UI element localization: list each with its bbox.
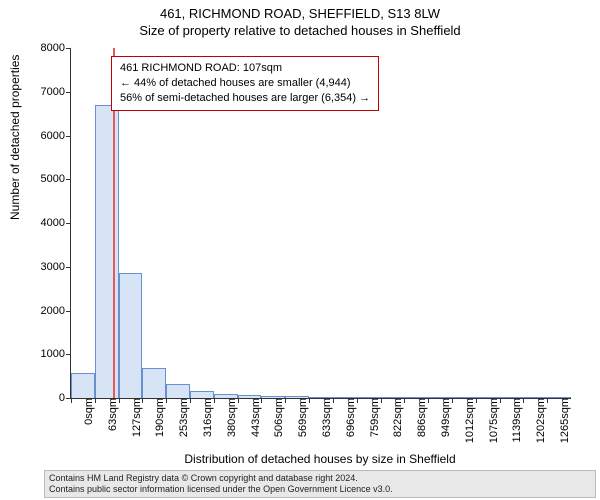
y-tick-mark (66, 223, 71, 224)
y-tick-label: 2000 (25, 305, 71, 317)
footer-line1: Contains HM Land Registry data © Crown c… (49, 473, 591, 484)
y-tick-label: 1000 (25, 348, 71, 360)
info-box-line3: 56% of semi-detached houses are larger (… (120, 91, 370, 106)
x-tick-label: 127sqm (127, 398, 143, 437)
x-tick-label: 886sqm (412, 398, 428, 437)
y-tick-mark (66, 48, 71, 49)
y-tick-label: 8000 (25, 42, 71, 54)
x-tick-label: 1139sqm (507, 398, 523, 442)
x-tick-mark (95, 398, 96, 403)
x-tick-label: 822sqm (388, 398, 404, 437)
x-tick-mark (381, 398, 382, 403)
chart-container: 461, RICHMOND ROAD, SHEFFIELD, S13 8LW S… (0, 0, 600, 500)
x-tick-label: 253sqm (174, 398, 190, 437)
y-tick-label: 5000 (25, 173, 71, 185)
histogram-bar (142, 368, 166, 398)
x-tick-label: 506sqm (269, 398, 285, 437)
y-tick-label: 0 (25, 392, 71, 404)
x-tick-mark (523, 398, 524, 403)
y-tick-label: 6000 (25, 130, 71, 142)
x-tick-label: 633sqm (317, 398, 333, 437)
x-tick-mark (333, 398, 334, 403)
x-tick-label: 380sqm (222, 398, 238, 437)
x-axis-label: Distribution of detached houses by size … (70, 452, 570, 466)
y-tick-label: 4000 (25, 217, 71, 229)
plot-area: 0100020003000400050006000700080000sqm63s… (70, 48, 571, 399)
chart-title-subtitle: Size of property relative to detached ho… (0, 21, 600, 38)
x-tick-mark (404, 398, 405, 403)
x-tick-mark (166, 398, 167, 403)
x-tick-mark (500, 398, 501, 403)
y-tick-mark (66, 136, 71, 137)
x-tick-mark (214, 398, 215, 403)
histogram-bar (119, 273, 143, 398)
x-tick-mark (452, 398, 453, 403)
chart-title-address: 461, RICHMOND ROAD, SHEFFIELD, S13 8LW (0, 0, 600, 21)
x-tick-label: 1202sqm (531, 398, 547, 443)
x-tick-label: 569sqm (293, 398, 309, 437)
x-tick-mark (309, 398, 310, 403)
x-tick-label: 1265sqm (555, 398, 571, 443)
x-tick-label: 759sqm (365, 398, 381, 437)
x-tick-mark (261, 398, 262, 403)
info-box-line2: ← 44% of detached houses are smaller (4,… (120, 76, 370, 91)
y-tick-mark (66, 179, 71, 180)
x-tick-mark (357, 398, 358, 403)
histogram-bar (190, 391, 214, 398)
x-tick-mark (142, 398, 143, 403)
x-tick-mark (476, 398, 477, 403)
attribution-footer: Contains HM Land Registry data © Crown c… (44, 470, 596, 499)
y-tick-label: 3000 (25, 261, 71, 273)
x-tick-label: 190sqm (150, 398, 166, 437)
y-tick-mark (66, 311, 71, 312)
x-tick-label: 316sqm (198, 398, 214, 437)
x-tick-mark (547, 398, 548, 403)
info-box-line1: 461 RICHMOND ROAD: 107sqm (120, 61, 370, 76)
y-tick-label: 7000 (25, 86, 71, 98)
x-tick-label: 443sqm (246, 398, 262, 437)
y-axis-label: Number of detached properties (8, 55, 22, 220)
x-tick-label: 949sqm (436, 398, 452, 437)
x-tick-mark (119, 398, 120, 403)
x-tick-label: 696sqm (341, 398, 357, 437)
x-tick-mark (71, 398, 72, 403)
property-info-box: 461 RICHMOND ROAD: 107sqm← 44% of detach… (111, 56, 379, 111)
x-tick-label: 63sqm (103, 398, 119, 431)
histogram-bar (71, 373, 95, 398)
x-tick-mark (428, 398, 429, 403)
x-tick-mark (238, 398, 239, 403)
x-tick-label: 1012sqm (460, 398, 476, 443)
y-tick-mark (66, 354, 71, 355)
y-tick-mark (66, 92, 71, 93)
footer-line2: Contains public sector information licen… (49, 484, 591, 495)
histogram-bar (166, 384, 190, 398)
y-tick-mark (66, 267, 71, 268)
x-tick-mark (285, 398, 286, 403)
x-tick-label: 1075sqm (484, 398, 500, 443)
x-tick-mark (190, 398, 191, 403)
x-tick-label: 0sqm (79, 398, 95, 425)
